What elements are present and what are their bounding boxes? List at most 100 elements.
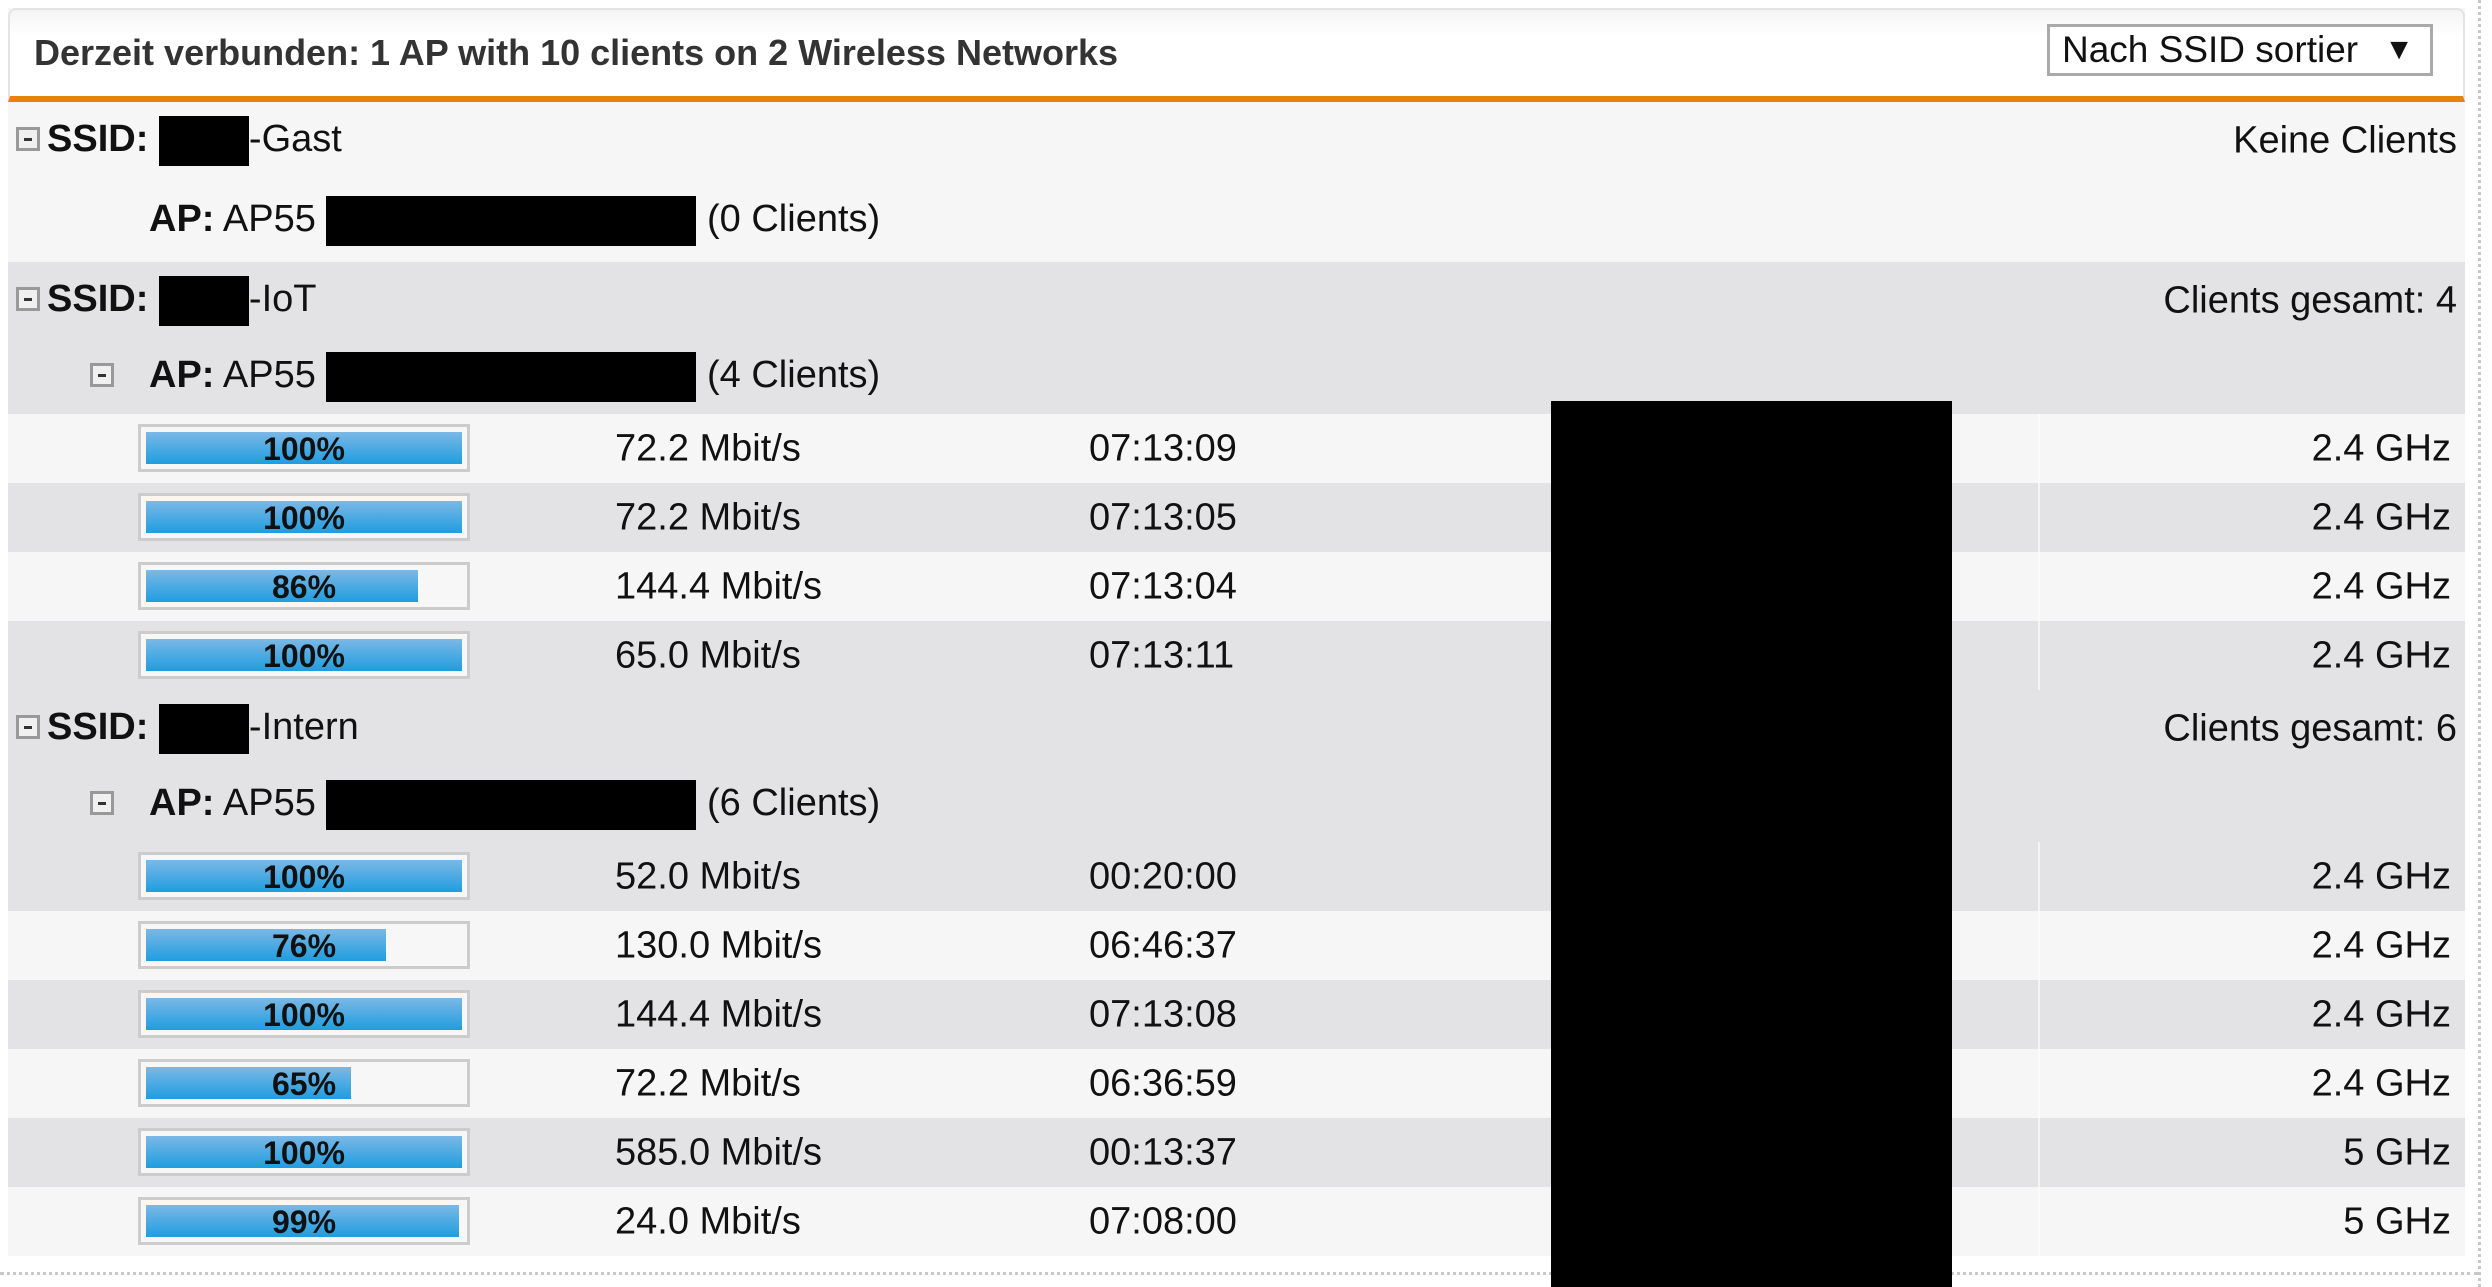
client-row[interactable]: 100% 65.0 Mbit/s 07:13:11 2.4 GHz (8, 621, 2465, 690)
ap-label: AP: AP55 (6 Clients) (149, 779, 881, 830)
signal-strength-bar: 86% (138, 562, 470, 610)
client-band: 2.4 GHz (2311, 634, 2451, 676)
ap-prefix: AP: (149, 781, 215, 824)
ssid-groups: SSID: -Gast Keine Clients AP: AP55 (0 Clie… (8, 102, 2465, 1256)
signal-strength-fill (146, 501, 462, 533)
signal-strength-fill (146, 929, 387, 961)
client-connected-time: 00:13:37 (1089, 1131, 1237, 1173)
client-band: 5 GHz (2343, 1131, 2451, 1173)
signal-strength-text: 100% (263, 859, 345, 895)
client-row[interactable]: 76% 130.0 Mbit/s 06:46:37 2.4 GHz (8, 911, 2465, 980)
signal-strength-fill (146, 1136, 462, 1168)
ap-row: AP: AP55 (6 Clients) (8, 767, 2465, 842)
ssid-prefix: SSID: (47, 705, 149, 748)
signal-strength-text: 100% (263, 997, 345, 1033)
redacted-ssid-name (158, 275, 249, 326)
ssid-group: SSID: -IoT Clients gesamt: 4 AP: AP55 (4 C… (8, 262, 2465, 690)
signal-strength-text: 100% (263, 500, 345, 536)
ssid-prefix: SSID: (47, 277, 149, 320)
client-row[interactable]: 100% 52.0 Mbit/s 00:20:00 2.4 GHz (8, 842, 2465, 911)
redacted-ssid-name (158, 115, 249, 166)
client-row[interactable]: 100% 72.2 Mbit/s 07:13:05 2.4 GHz (8, 483, 2465, 552)
signal-strength-fill (146, 860, 462, 892)
client-connected-time: 07:08:00 (1089, 1200, 1237, 1242)
column-separator (2038, 842, 2040, 911)
signal-strength-bar: 100% (138, 493, 470, 541)
ssid-prefix: SSID: (47, 117, 149, 160)
client-rate: 72.2 Mbit/s (615, 427, 801, 469)
column-separator (2038, 980, 2040, 1049)
ap-label: AP: AP55 (0 Clients) (149, 195, 881, 246)
signal-strength-bar: 76% (138, 921, 470, 969)
collapse-ssid-icon[interactable] (16, 126, 40, 151)
client-connected-time: 07:13:11 (1089, 634, 1235, 676)
column-separator (2038, 552, 2040, 621)
collapse-ssid-icon[interactable] (16, 714, 40, 739)
page-border-right (2478, 0, 2481, 1287)
sort-select[interactable]: Nach SSID sortier ▼ (2047, 24, 2433, 76)
ssid-group: SSID: -Intern Clients gesamt: 6 AP: AP55 (… (8, 690, 2465, 1256)
ap-name: AP55 (222, 197, 316, 240)
signal-strength-text: 65% (271, 1066, 337, 1102)
collapse-ssid-icon[interactable] (16, 286, 40, 311)
ap-prefix: AP: (149, 353, 215, 396)
ap-client-count: (6 Clients) (707, 781, 881, 824)
client-band: 2.4 GHz (2311, 1062, 2451, 1104)
page-border-bottom (0, 1272, 2478, 1275)
signal-strength-text: 100% (263, 1135, 345, 1171)
ssid-label: SSID: -Intern (47, 703, 359, 754)
client-band: 5 GHz (2343, 1200, 2451, 1242)
client-rate: 72.2 Mbit/s (615, 496, 801, 538)
redacted-ssid-name (158, 703, 249, 754)
signal-strength-fill (146, 1067, 352, 1099)
client-rate: 130.0 Mbit/s (615, 924, 822, 966)
client-connected-time: 07:13:05 (1089, 496, 1237, 538)
client-rate: 52.0 Mbit/s (615, 855, 801, 897)
client-band: 2.4 GHz (2311, 565, 2451, 607)
client-row[interactable]: 99% 24.0 Mbit/s 07:08:00 5 GHz (8, 1187, 2465, 1256)
ap-row: AP: AP55 (0 Clients) (8, 179, 2465, 262)
client-band: 2.4 GHz (2311, 496, 2451, 538)
client-row[interactable]: 65% 72.2 Mbit/s 06:36:59 2.4 GHz (8, 1049, 2465, 1118)
ssid-client-total: Clients gesamt: 6 (2163, 707, 2457, 749)
client-connected-time: 07:13:08 (1089, 993, 1237, 1035)
client-rate: 144.4 Mbit/s (615, 565, 822, 607)
connection-summary: Derzeit verbunden: 1 AP with 10 clients … (34, 32, 1119, 73)
column-separator (2038, 911, 2040, 980)
column-separator (2038, 1049, 2040, 1118)
collapse-ap-icon[interactable] (90, 362, 114, 387)
ap-name: AP55 (222, 781, 316, 824)
wireless-clients-panel: Derzeit verbunden: 1 AP with 10 clients … (8, 8, 2465, 1256)
sort-select-value: Nach SSID sortier (2062, 29, 2359, 70)
client-rate: 65.0 Mbit/s (615, 634, 801, 676)
client-row[interactable]: 100% 585.0 Mbit/s 00:13:37 5 GHz (8, 1118, 2465, 1187)
signal-strength-text: 100% (263, 638, 345, 674)
client-row[interactable]: 100% 72.2 Mbit/s 07:13:09 2.4 GHz (8, 414, 2465, 483)
column-separator (2038, 621, 2040, 690)
signal-strength-bar: 100% (138, 852, 470, 900)
ap-client-count: (0 Clients) (707, 197, 881, 240)
signal-strength-text: 100% (263, 431, 345, 467)
redacted-ap-id (326, 779, 697, 830)
ssid-client-total: Clients gesamt: 4 (2163, 279, 2457, 321)
column-separator (2038, 483, 2040, 552)
ssid-client-total: Keine Clients (2233, 119, 2457, 161)
ap-client-count: (4 Clients) (707, 353, 881, 396)
panel-header: Derzeit verbunden: 1 AP with 10 clients … (8, 8, 2465, 102)
signal-strength-bar: 100% (138, 1128, 470, 1176)
ssid-suffix: -Gast (248, 117, 342, 160)
client-connected-time: 00:20:00 (1089, 855, 1237, 897)
signal-strength-fill (146, 570, 418, 602)
client-rate: 24.0 Mbit/s (615, 1200, 801, 1242)
column-separator (2038, 1187, 2040, 1256)
signal-strength-bar: 100% (138, 990, 470, 1038)
ssid-label: SSID: -IoT (47, 275, 317, 326)
ssid-suffix: -IoT (248, 277, 317, 320)
client-row[interactable]: 86% 144.4 Mbit/s 07:13:04 2.4 GHz (8, 552, 2465, 621)
dropdown-arrow-icon: ▼ (2384, 33, 2414, 66)
column-separator (2038, 1118, 2040, 1187)
client-row[interactable]: 100% 144.4 Mbit/s 07:13:08 2.4 GHz (8, 980, 2465, 1049)
client-connected-time: 07:13:09 (1089, 427, 1237, 469)
signal-strength-bar: 100% (138, 631, 470, 679)
collapse-ap-icon[interactable] (90, 790, 114, 815)
